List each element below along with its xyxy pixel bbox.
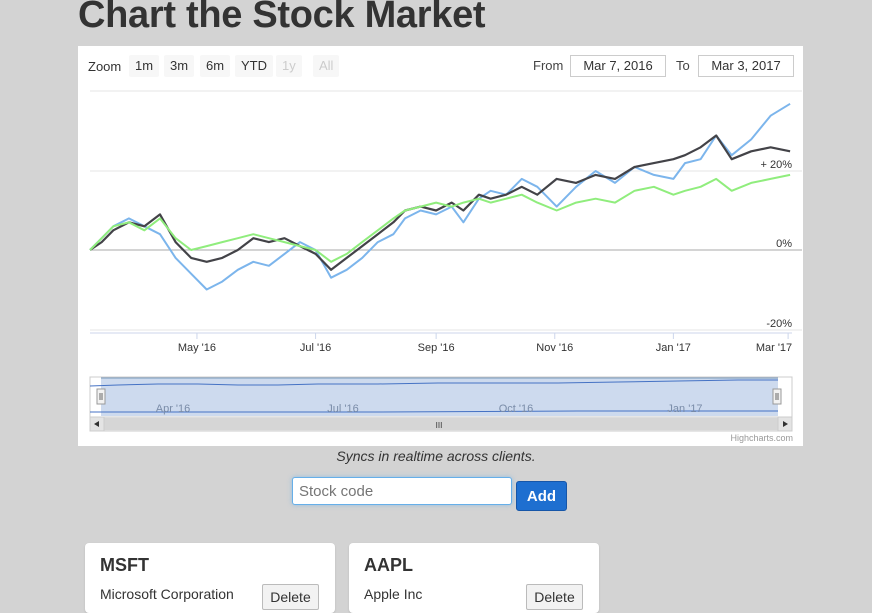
add-button[interactable]: Add: [516, 481, 567, 511]
stock-card-aapl: AAPL Apple Inc Delete: [349, 543, 599, 613]
zoom-1y-button[interactable]: 1y: [276, 55, 302, 77]
chart-plot-area: May '16 Jul '16 Sep '16 Nov '16 Jan '17 Mar '…: [89, 90, 802, 432]
scrollbar-grip-icon: III: [436, 421, 443, 430]
stock-name: Apple Inc: [364, 586, 423, 602]
navigator-label: Jul '16: [327, 403, 358, 415]
to-date-input[interactable]: Mar 3, 2017: [698, 55, 794, 77]
x-tick-label: May '16: [178, 342, 216, 354]
x-tick-label: Sep '16: [418, 342, 455, 354]
navigator-series-line: [89, 379, 778, 387]
x-tick-label: Mar '17: [756, 342, 792, 354]
zoom-label: Zoom: [88, 59, 122, 74]
highcharts-credits[interactable]: Highcharts.com: [730, 433, 793, 443]
zoom-6m-button[interactable]: 6m: [200, 55, 231, 77]
scrollbar-thumb[interactable]: [104, 418, 778, 430]
navigator-label: Oct '16: [499, 403, 534, 415]
stock-name: Microsoft Corporation: [100, 586, 234, 602]
y-tick-label: -20%: [766, 318, 792, 330]
page-title: Chart the Stock Market: [78, 0, 486, 36]
zoom-all-button[interactable]: All: [313, 55, 340, 77]
zoom-1m-button[interactable]: 1m: [129, 55, 160, 77]
arrow-left-icon: [94, 421, 99, 427]
series-line-3: [89, 173, 791, 263]
y-tick-label: + 20%: [761, 159, 793, 171]
navigator-baseline: [90, 410, 778, 413]
y-tick-label: 0%: [776, 238, 792, 250]
series-line-1: [89, 102, 791, 291]
zoom-ytd-button[interactable]: YTD: [235, 55, 273, 77]
navigator-left-handle[interactable]: [96, 388, 106, 405]
from-label: From: [533, 58, 564, 73]
x-tick-label: Jul '16: [300, 342, 331, 354]
navigator-right-handle[interactable]: [772, 388, 782, 405]
stock-symbol: MSFT: [100, 555, 149, 575]
stock-code-input[interactable]: [292, 477, 512, 505]
navigator[interactable]: Apr '16 Jul '16 Oct '16 Jan '17: [89, 376, 793, 418]
stock-card-msft: MSFT Microsoft Corporation Delete: [85, 543, 335, 613]
to-label: To: [676, 58, 690, 73]
scrollbar[interactable]: III: [89, 416, 793, 432]
x-tick-label: Nov '16: [536, 342, 573, 354]
navigator-label: Jan '17: [667, 403, 702, 415]
sync-caption: Syncs in realtime across clients.: [336, 448, 536, 464]
delete-button[interactable]: Delete: [526, 584, 583, 610]
navigator-label: Apr '16: [156, 403, 191, 415]
stock-symbol: AAPL: [364, 555, 413, 575]
from-date-input[interactable]: Mar 7, 2016: [570, 55, 666, 77]
arrow-right-icon: [783, 421, 788, 427]
stock-chart: Zoom 1m 3m 6m YTD 1y All From Mar 7, 201…: [78, 46, 803, 446]
x-tick-label: Jan '17: [656, 342, 691, 354]
zoom-3m-button[interactable]: 3m: [164, 55, 195, 77]
delete-button[interactable]: Delete: [262, 584, 319, 610]
